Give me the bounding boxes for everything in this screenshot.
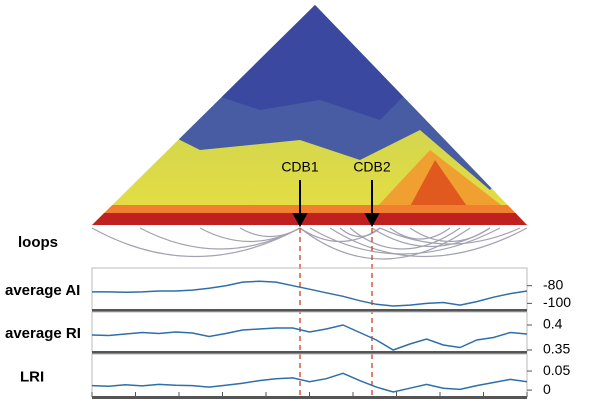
y-tick-label: -100 <box>543 294 571 310</box>
track-label: LRI <box>20 368 44 385</box>
annotation: CDB2 <box>353 159 391 175</box>
annotation: CDB1 <box>281 159 319 175</box>
separator <box>92 351 527 354</box>
line <box>91 324 528 351</box>
boundary-lines <box>299 228 373 398</box>
separator <box>92 396 527 399</box>
line <box>92 280 528 307</box>
y-tick-label: 0.4 <box>543 316 563 332</box>
y-tick-label: 0.35 <box>543 341 570 357</box>
track-label: average RI <box>5 325 81 342</box>
loop-arcs <box>91 227 528 260</box>
track-label: average AI <box>5 282 80 299</box>
panel <box>91 353 528 398</box>
y-tick-label: -80 <box>543 276 563 292</box>
separator <box>92 309 527 312</box>
line <box>91 372 528 393</box>
track-label: loops <box>18 234 58 251</box>
y-tick-label: 0.05 <box>543 362 570 378</box>
annotation-arrows <box>292 180 380 228</box>
heatmap <box>92 5 527 225</box>
y-tick-label: 0 <box>543 381 551 397</box>
